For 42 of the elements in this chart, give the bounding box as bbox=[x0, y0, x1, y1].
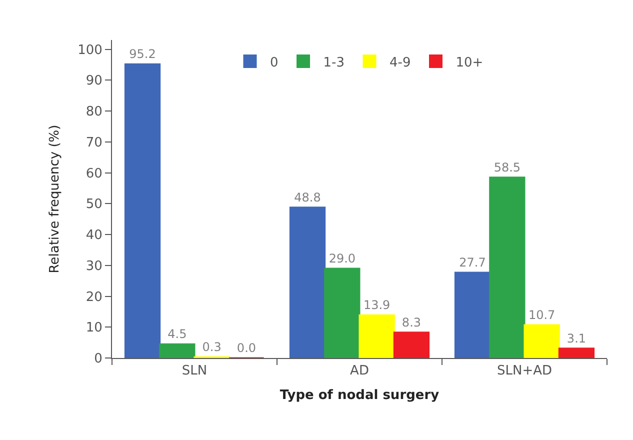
y-tick-label: 60 bbox=[86, 166, 102, 182]
data-label: 0.3 bbox=[202, 340, 222, 354]
bar bbox=[324, 268, 360, 358]
legend-label: 1-3 bbox=[323, 55, 345, 70]
x-tick-label: SLN+AD bbox=[496, 364, 552, 379]
y-tick-label: 0 bbox=[94, 352, 102, 367]
bar bbox=[289, 206, 326, 358]
bar bbox=[124, 63, 161, 358]
data-label: 0.0 bbox=[236, 341, 256, 355]
bar bbox=[393, 332, 430, 358]
data-label: 27.7 bbox=[459, 255, 486, 270]
bar bbox=[358, 314, 395, 358]
y-tick-label: 20 bbox=[86, 290, 102, 305]
legend-label: 0 bbox=[270, 55, 278, 70]
y-tick-label: 80 bbox=[86, 104, 102, 120]
x-axis-title: Type of nodal surgery bbox=[280, 388, 440, 404]
data-label: 3.1 bbox=[566, 331, 586, 346]
y-tick-label: 50 bbox=[86, 197, 102, 212]
legend-label: 4-9 bbox=[390, 55, 411, 70]
legend-label: 10+ bbox=[456, 55, 484, 70]
x-tick-label: SLN bbox=[182, 364, 208, 379]
data-label: 13.9 bbox=[363, 298, 390, 312]
y-tick-label: 100 bbox=[78, 42, 102, 58]
bar bbox=[159, 343, 196, 358]
x-tick-label: AD bbox=[350, 364, 369, 379]
y-tick-label: 70 bbox=[86, 135, 102, 150]
data-label: 95.2 bbox=[129, 47, 156, 62]
data-label: 58.5 bbox=[494, 160, 521, 174]
y-tick-label: 30 bbox=[86, 258, 102, 274]
data-label: 48.8 bbox=[294, 190, 321, 204]
data-label: 29.0 bbox=[328, 251, 356, 266]
y-tick-label: 10 bbox=[86, 320, 102, 336]
y-tick-label: 40 bbox=[86, 228, 102, 244]
data-label: 8.3 bbox=[402, 315, 422, 330]
bar bbox=[558, 348, 595, 358]
data-label: 4.5 bbox=[168, 327, 187, 342]
bar bbox=[489, 176, 526, 358]
y-tick-label: 90 bbox=[86, 74, 102, 89]
data-label: 10.7 bbox=[528, 308, 556, 322]
y-axis-title: Relative frequency (%) bbox=[48, 124, 63, 274]
bar bbox=[524, 324, 560, 358]
bar bbox=[454, 272, 491, 358]
